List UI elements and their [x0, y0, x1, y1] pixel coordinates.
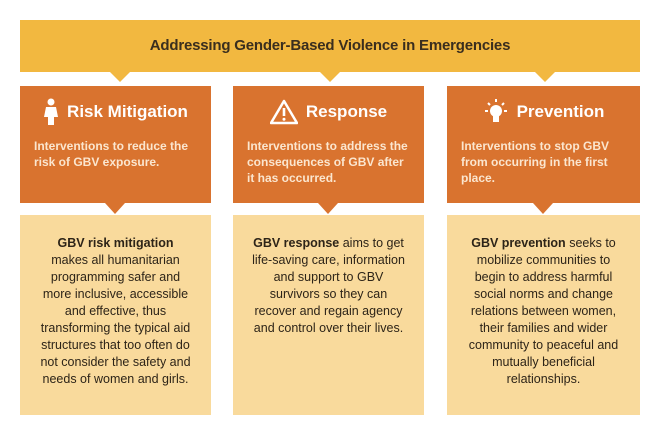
pointer: [535, 72, 555, 82]
detail-lead: GBV prevention: [471, 236, 566, 250]
person-icon: [44, 98, 59, 125]
detail-lead: GBV risk mitigation: [57, 236, 174, 250]
heading-box: [20, 86, 211, 203]
detail-body: seeks to mobilize communities to begin t…: [468, 236, 619, 386]
detail-box: [233, 215, 424, 415]
detail-box: [20, 215, 211, 415]
summary: Interventions to stop GBV from occurring…: [461, 139, 610, 185]
detail-body: aims to get life-saving care, informatio…: [252, 236, 405, 335]
heading: Risk Mitigation: [67, 102, 188, 121]
heading-box: [233, 86, 424, 203]
summary: Interventions to reduce the risk of GBV …: [34, 139, 189, 169]
heading: Response: [305, 102, 388, 121]
lightbulb-icon: [484, 99, 507, 122]
pointer: [320, 72, 340, 82]
detail: GBV response aims to get life-saving car…: [233, 215, 424, 415]
summary: Interventions to address the consequence…: [247, 139, 408, 185]
title: Addressing Gender-Based Violence in Emer…: [149, 37, 511, 54]
column-heading: Response Interventions to address the co…: [233, 86, 424, 203]
pointer: [533, 203, 553, 214]
pointer: [110, 72, 130, 82]
title-banner: [20, 20, 640, 72]
column-heading: Risk Mitigation Interventions to reduce …: [20, 86, 211, 203]
warning-icon: [269, 99, 298, 125]
heading: Prevention: [516, 102, 605, 121]
pointer: [318, 203, 338, 214]
detail: GBV prevention seeks to mobilize communi…: [447, 215, 640, 415]
heading-box: [447, 86, 640, 203]
detail-body: makes all humanitarian programming safer…: [40, 253, 191, 386]
pointer: [105, 203, 125, 214]
detail-box: [447, 215, 640, 415]
column-heading: Prevention Interventions to stop GBV fro…: [447, 86, 640, 203]
detail: GBV risk mitigation makes all humanitari…: [20, 215, 211, 415]
detail-lead: GBV response: [253, 236, 340, 250]
